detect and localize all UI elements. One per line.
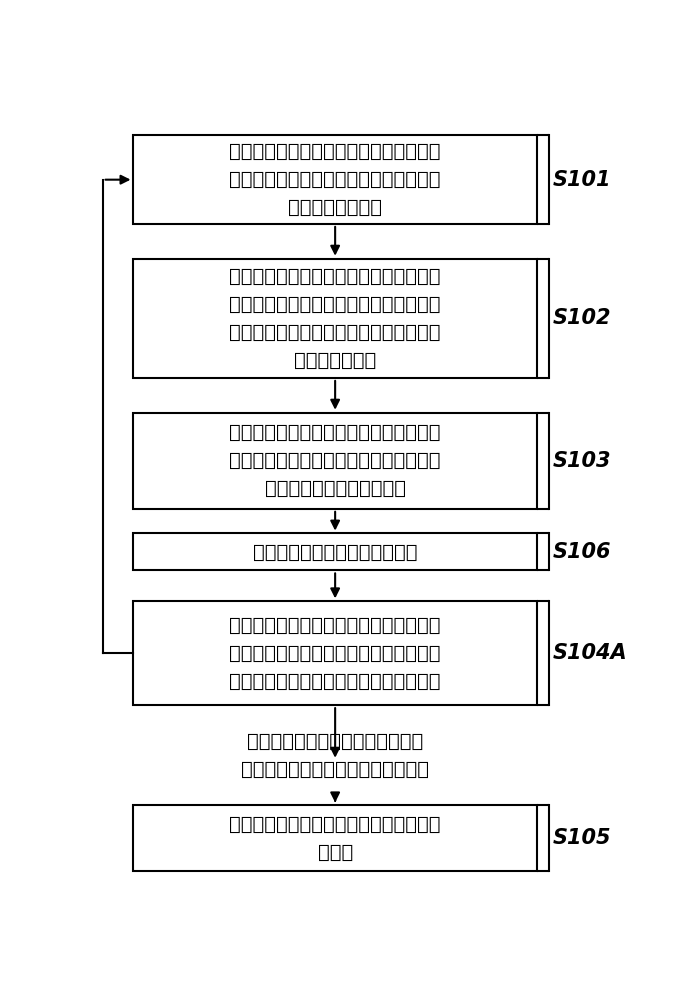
Text: S106: S106: [553, 542, 611, 562]
Bar: [134, 259, 537, 378]
Text: S103: S103: [553, 451, 611, 471]
Text: S102: S102: [553, 308, 611, 328]
Text: S101: S101: [553, 170, 611, 190]
Text: 根据预设的测试流量数据需求，确定待分
配流量负载的分配模式，并基于分配模式
，为待分配流量负载分配指定网络场景中
的目标目的端口: 根据预设的测试流量数据需求，确定待分 配流量负载的分配模式，并基于分配模式 ，为…: [229, 267, 441, 370]
Bar: [134, 135, 537, 224]
Text: 确定各个目标目的端口的优先级: 确定各个目标目的端口的优先级: [253, 542, 417, 561]
Bar: [134, 413, 537, 509]
Text: 基于采样结果、目标目的端口、传输参数
，以及所设定的各个目标端口的优先级，
生成关于待分配流量负载的测试流量文件: 基于采样结果、目标目的端口、传输参数 ，以及所设定的各个目标端口的优先级， 生成…: [229, 616, 441, 691]
Text: S105: S105: [553, 828, 611, 848]
Text: 基于预设传输时长，对指定网络场景中的
各个源端口进行采样，并根据采样结果确
定待分配流量负载: 基于预设传输时长，对指定网络场景中的 各个源端口进行采样，并根据采样结果确 定待…: [229, 142, 441, 217]
Text: S104A: S104A: [553, 643, 627, 663]
Bar: [134, 533, 537, 570]
Bar: [134, 805, 537, 871]
Text: 生成所得到的各个测试流量文件对应的流
量数据: 生成所得到的各个测试流量文件对应的流 量数据: [229, 815, 441, 862]
Bar: [134, 601, 537, 705]
Text: 根据测试流量数据需求，确定待分配流量
负载的流量模式，并基于流量模式，确定
待分配流量负载的传输参数: 根据测试流量数据需求，确定待分配流量 负载的流量模式，并基于流量模式，确定 待分…: [229, 423, 441, 498]
Text: 直至所得到的测试流量文件的数量
满足测试流量数据需求所设定的数量: 直至所得到的测试流量文件的数量 满足测试流量数据需求所设定的数量: [241, 732, 429, 779]
